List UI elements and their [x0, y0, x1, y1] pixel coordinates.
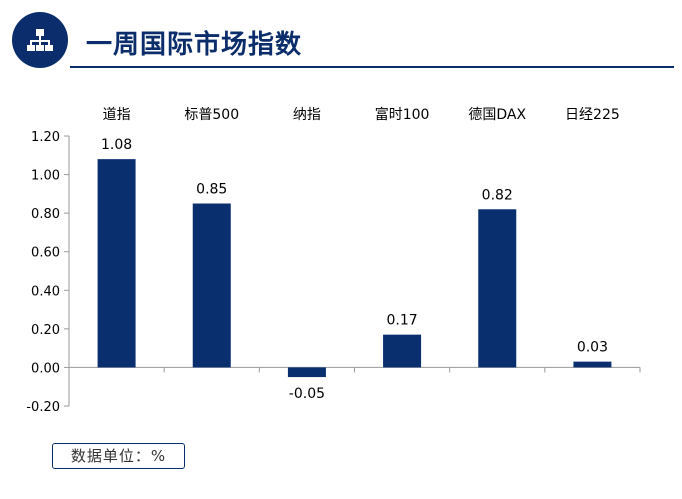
bar: [287, 367, 326, 378]
bar: [573, 361, 612, 368]
y-tick-label: 1.20: [31, 130, 60, 145]
category-label: 富时100: [375, 106, 430, 123]
y-tick-label: -0.20: [26, 400, 60, 415]
y-tick-label: 0.60: [31, 246, 60, 261]
y-tick-label: 0.00: [31, 361, 60, 376]
page-title: 一周国际市场指数: [86, 30, 303, 60]
page-header: 一周国际市场指数: [0, 0, 682, 80]
data-label: 0.85: [196, 182, 227, 198]
bar: [478, 209, 517, 368]
header-divider: [70, 66, 674, 68]
y-tick-label: 0.40: [31, 284, 60, 299]
category-label: 纳指: [293, 107, 321, 123]
bar: [97, 159, 136, 368]
data-label: 0.82: [482, 187, 513, 203]
y-tick-label: 1.00: [31, 169, 60, 184]
category-label: 标普500: [184, 107, 239, 123]
category-label: 道指: [103, 107, 131, 123]
bar: [192, 203, 231, 368]
category-label: 德国DAX: [468, 107, 526, 123]
data-label: -0.05: [289, 386, 325, 402]
y-tick-label: 0.20: [31, 323, 60, 338]
data-label: 0.03: [577, 340, 608, 356]
bar: [383, 334, 422, 368]
unit-label: 数据单位：%: [52, 443, 185, 469]
data-label: 1.08: [101, 137, 132, 153]
org-chart-icon: [27, 29, 53, 51]
y-tick-label: 0.80: [31, 207, 60, 222]
logo-badge: [12, 12, 68, 68]
category-label: 日经225: [565, 107, 620, 123]
data-label: 0.17: [386, 313, 417, 329]
